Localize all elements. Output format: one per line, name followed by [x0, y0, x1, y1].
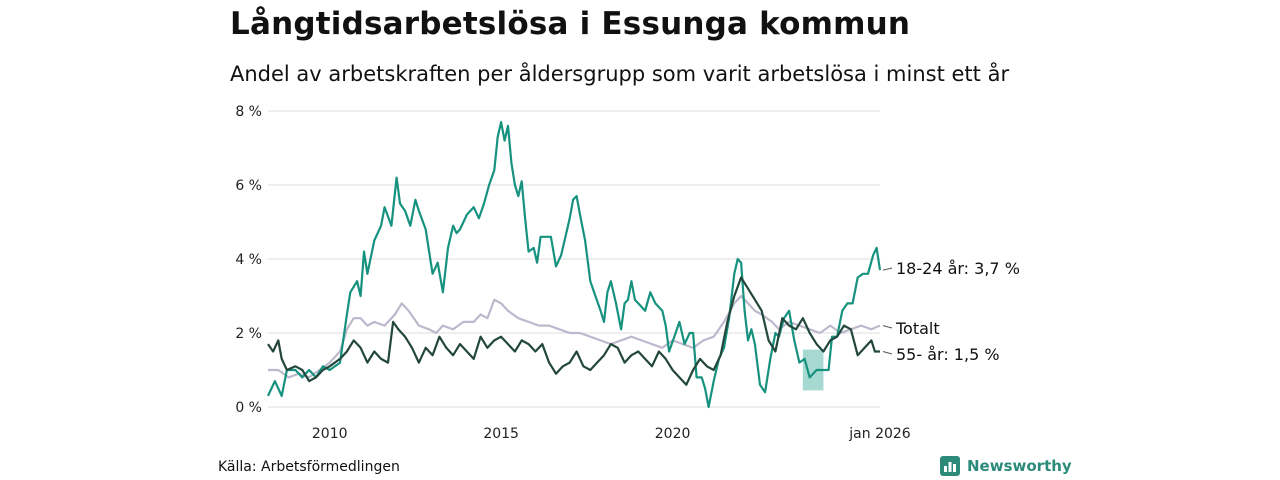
end-label-total: Totalt	[895, 319, 940, 338]
end-label-leader	[882, 351, 893, 355]
x-tick-label: 2020	[655, 426, 691, 442]
end-label-leader	[882, 267, 893, 271]
y-tick-label: 2 %	[235, 326, 262, 342]
bar-chart-icon	[940, 456, 960, 476]
y-tick-label: 4 %	[235, 252, 262, 268]
y-tick-label: 6 %	[235, 178, 262, 194]
line-layer	[267, 121, 882, 409]
series-line-old	[267, 276, 880, 386]
series-line-young	[267, 121, 882, 409]
uncertainty-band	[802, 349, 824, 391]
x-tick-label: 2015	[483, 426, 519, 442]
label-layer: 0 % 2 % 4 % 6 % 8 % 2010 2015 2020 jan 2026 Total…	[235, 104, 1020, 442]
x-tick-label: 2010	[312, 426, 348, 442]
end-label-leader	[882, 325, 893, 329]
source-note: Källa: Arbetsförmedlingen	[218, 459, 400, 475]
end-label-old: 55- år: 1,5 %	[896, 345, 1000, 364]
chart-title: Långtidsarbetslösa i Essunga kommun	[230, 6, 911, 42]
band-layer	[802, 349, 824, 391]
end-label-young: 18-24 år: 3,7 %	[896, 259, 1020, 278]
x-tick-label: jan 2026	[848, 426, 911, 442]
grid-layer	[268, 110, 880, 408]
brand-logo[interactable]: Newsworthy	[940, 456, 1072, 476]
y-tick-label: 0 %	[235, 400, 262, 416]
series-line-total	[268, 294, 881, 379]
chart-subtitle: Andel av arbetskraften per åldersgrupp s…	[230, 62, 1010, 86]
brand-name: Newsworthy	[967, 457, 1072, 475]
y-tick-label: 8 %	[235, 104, 262, 120]
